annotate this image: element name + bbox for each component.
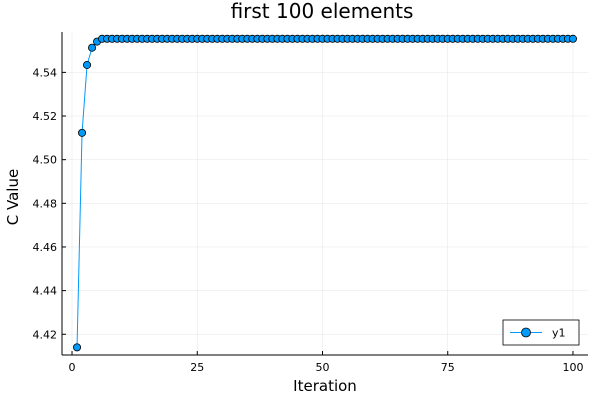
x-tick-label: 50 — [315, 361, 329, 374]
x-tick-label: 100 — [562, 361, 583, 374]
y-tick-label: 4.48 — [33, 197, 58, 210]
series-line — [76, 38, 573, 348]
x-ticks: 0 25 50 75 100 — [69, 351, 583, 374]
x-tick-label: 25 — [190, 361, 204, 374]
y-axis-label: C Value — [4, 169, 22, 225]
y-tick-label: 4.42 — [33, 328, 58, 341]
grid — [62, 32, 588, 355]
axes — [61, 32, 588, 356]
data-point — [78, 128, 87, 137]
y-tick-label: 4.46 — [33, 241, 58, 254]
y-tick-label: 4.52 — [33, 110, 58, 123]
x-axis-label: Iteration — [293, 377, 357, 395]
series-y1 — [73, 34, 577, 352]
data-point — [83, 60, 92, 69]
legend-marker — [521, 327, 531, 338]
legend-label: y1 — [552, 327, 566, 340]
y-tick-label: 4.54 — [33, 66, 58, 79]
legend: y1 — [502, 319, 580, 346]
y-tick-label: 4.44 — [33, 285, 58, 298]
x-tick-label: 75 — [441, 361, 455, 374]
data-point — [568, 34, 577, 43]
x-tick-label: 0 — [69, 361, 76, 374]
y-tick-label: 4.50 — [33, 154, 58, 167]
data-point — [88, 43, 97, 52]
y-ticks: 4.42 4.44 4.46 4.48 4.50 4.52 4.54 — [33, 66, 66, 341]
data-point — [73, 343, 82, 352]
chart-title: first 100 elements — [231, 0, 414, 23]
